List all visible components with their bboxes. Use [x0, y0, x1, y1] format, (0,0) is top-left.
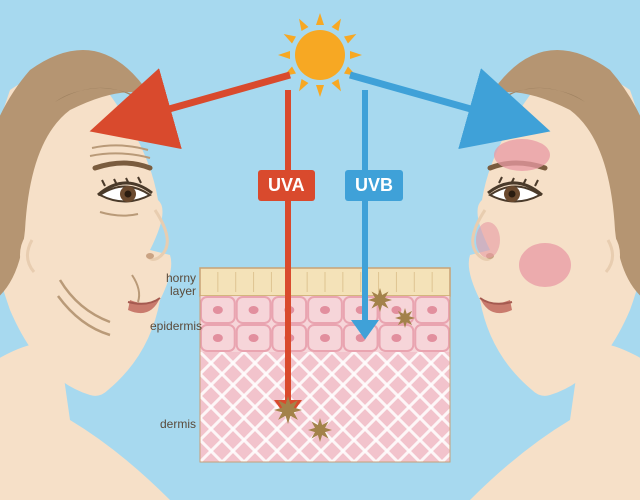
uv-infographic: UVA UVB horny layer epidermis dermis	[0, 0, 640, 500]
label-dermis: dermis	[150, 418, 196, 431]
damage-burst	[274, 396, 302, 424]
sun-icon	[278, 13, 362, 97]
label-horny-layer: horny layer	[150, 272, 196, 298]
uva-label: UVA	[258, 170, 315, 201]
damage-burst	[308, 418, 332, 442]
uvb-label: UVB	[345, 170, 403, 201]
damage-burst	[395, 308, 415, 328]
arrow-to-sunburn-face	[350, 75, 510, 120]
arrow-to-aged-face	[130, 75, 290, 120]
label-epidermis: epidermis	[150, 320, 196, 333]
damage-burst	[368, 288, 392, 312]
